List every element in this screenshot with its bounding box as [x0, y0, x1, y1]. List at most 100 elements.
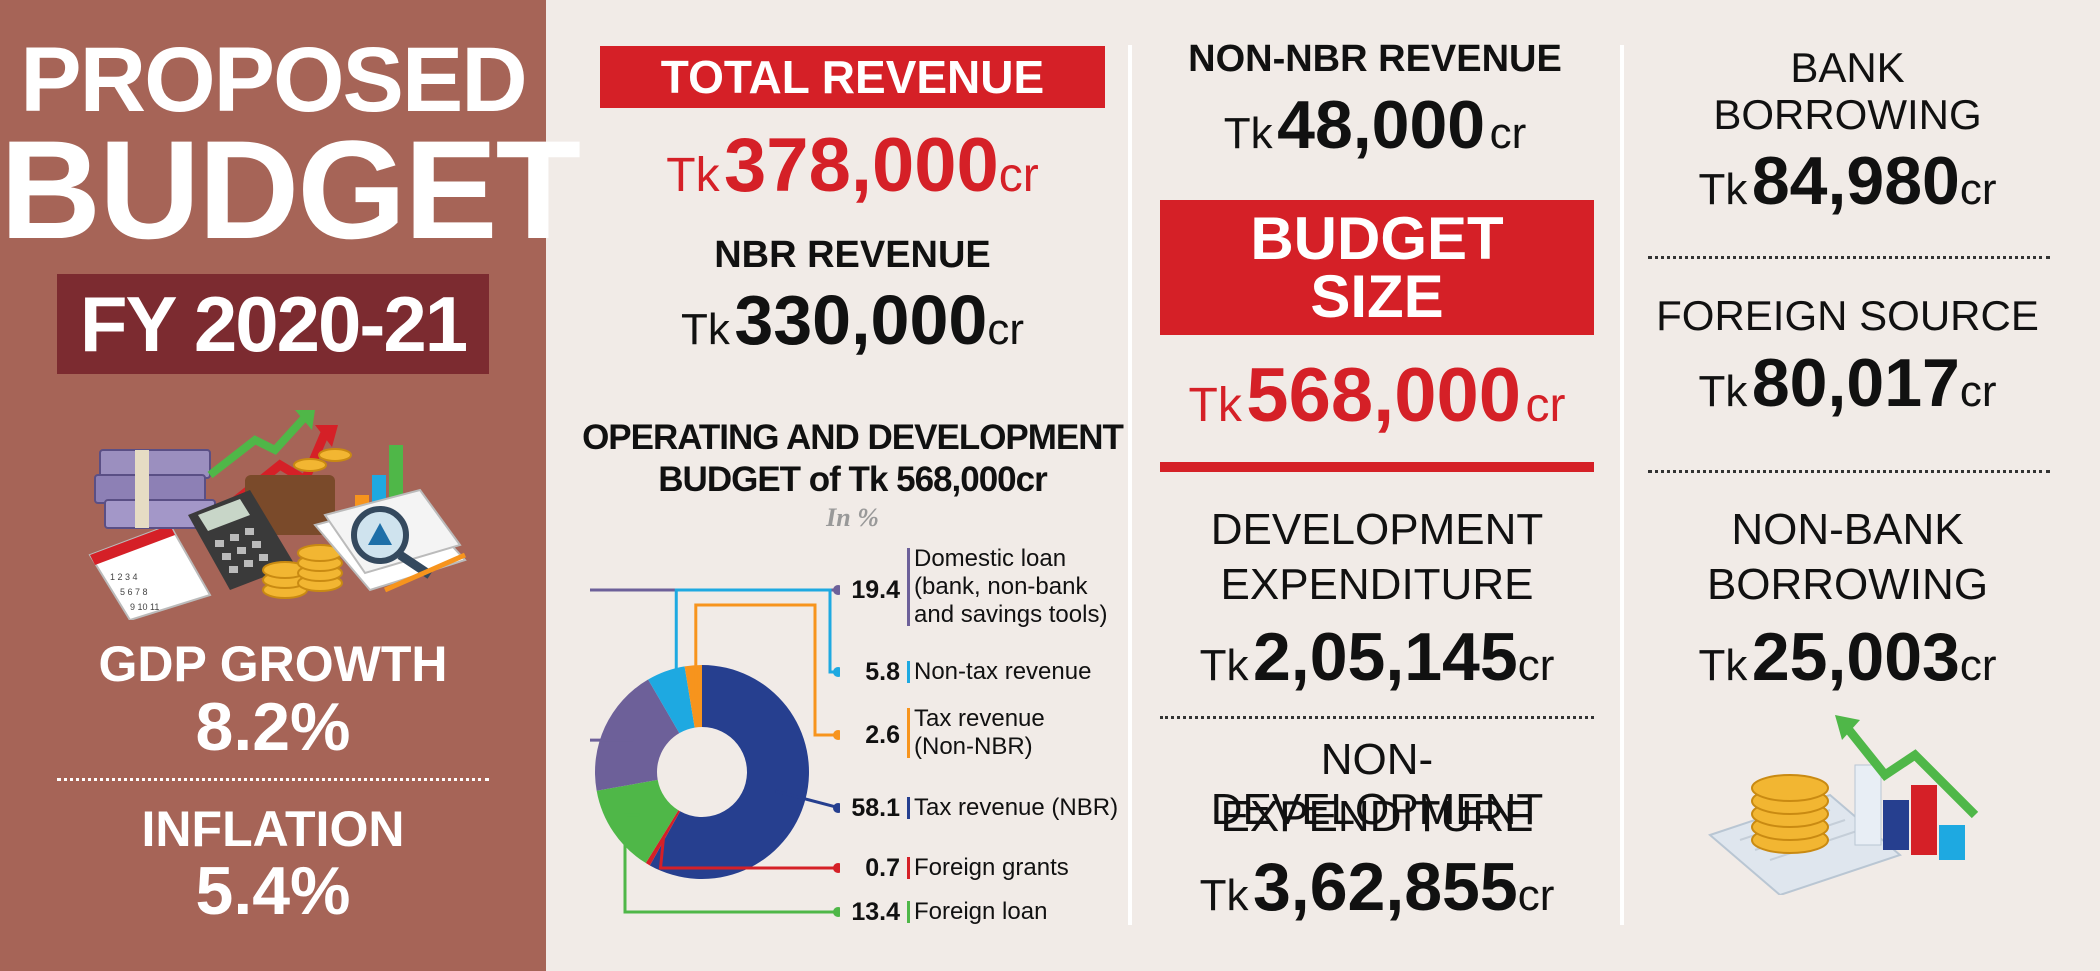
non-nbr-revenue-amount: Tk 48,000 cr [1160, 86, 1590, 164]
total-revenue-value: 378,000 [724, 123, 999, 208]
bank-borrowing-amount: Tk 84,980cr [1645, 142, 2050, 220]
legend-value: 0.7 [865, 854, 900, 882]
nbr-revenue-prefix: Tk [680, 305, 730, 354]
gdp-growth-value: 8.2% [195, 689, 351, 765]
column-divider [1620, 45, 1624, 925]
budget-size-amount: Tk 568,000 cr [1160, 352, 1594, 439]
legend-connector [694, 603, 840, 737]
coins-bar-chart-growth-icon [1708, 715, 1979, 895]
development-value: 2,05,145 [1252, 619, 1518, 695]
non-development-amount: Tk 3,62,855cr [1160, 848, 1594, 926]
foreign-source-value: 80,017 [1751, 345, 1960, 421]
svg-text:1 2 3 4: 1 2 3 4 [110, 572, 138, 582]
foreign-source-label: FOREIGN SOURCE [1656, 292, 2039, 339]
non-development-prefix: Tk [1199, 871, 1249, 920]
non-development-label-2: EXPENDITURE [1220, 792, 1534, 841]
bank-borrowing-label-1: BANK [1790, 44, 1905, 91]
non-development-suffix: cr [1517, 871, 1555, 920]
development-label-2: EXPENDITURE [1220, 560, 1534, 609]
title-proposed: PROPOSED [20, 29, 527, 131]
non-bank-borrowing-suffix: cr [1959, 641, 1997, 690]
foreign-source-suffix: cr [1959, 367, 1997, 416]
legend-value: 19.4 [851, 576, 900, 604]
legend-color-bar [907, 797, 910, 819]
legend-dot [833, 585, 840, 595]
development-suffix: cr [1517, 641, 1555, 690]
total-revenue-amount: Tk 378,000cr [600, 122, 1105, 209]
legend-entry: Domestic loan (bank, non-bank and savings … [914, 545, 1107, 629]
legend-dot [833, 907, 840, 917]
non-bank-borrowing-amount: Tk 25,003cr [1645, 618, 2050, 696]
bank-borrowing-prefix: Tk [1698, 165, 1748, 214]
budget-size-prefix: Tk [1188, 379, 1242, 432]
legend-entry: Foreign grants [914, 854, 1069, 882]
budget-size-suffix: cr [1525, 379, 1566, 432]
legend-value: 5.8 [865, 658, 900, 686]
fiscal-year-badge: FY 2020-21 [57, 274, 489, 374]
chart-title-line2: BUDGET of Tk 568,000cr [658, 460, 1047, 499]
legend-label: and savings tools) [914, 601, 1108, 628]
non-nbr-revenue-label: NON-NBR REVENUE [1188, 38, 1562, 80]
svg-text:5 6 7 8: 5 6 7 8 [120, 587, 148, 597]
budget-size-header: BUDGET SIZE [1160, 200, 1594, 335]
non-nbr-revenue-value: 48,000 [1277, 87, 1486, 163]
svg-text:9 10 11: 9 10 11 [130, 602, 159, 612]
development-label-1: DEVELOPMENT [1210, 505, 1544, 554]
donut-slice [649, 665, 809, 879]
nbr-revenue-label: NBR REVENUE [714, 234, 991, 276]
budget-size-underline [1160, 462, 1594, 472]
legend-color-bar [907, 857, 910, 879]
legend-dot [833, 667, 840, 677]
legend-value: 58.1 [851, 794, 900, 822]
non-development-value: 3,62,855 [1252, 849, 1518, 925]
non-bank-borrowing-label-1: NON-BANK [1731, 505, 1964, 554]
left-panel: PROPOSED BUDGET FY 2020-21 1 2 3 4 5 6 7 … [0, 0, 581, 971]
legend-value: 2.6 [865, 721, 900, 749]
legend-entry: Non-tax revenue [914, 658, 1091, 686]
legend-entry: Foreign loan [914, 898, 1047, 926]
legend-dot [833, 730, 840, 740]
donut-slice [596, 779, 679, 864]
foreign-source-amount: Tk 80,017cr [1645, 344, 2050, 422]
budget-size-line2: SIZE [1310, 262, 1444, 330]
legend-color-bar [907, 661, 910, 683]
budget-size-line1: BUDGET [1250, 204, 1504, 272]
bank-borrowing-suffix: cr [1959, 165, 1997, 214]
budget-donut-chart [590, 585, 840, 917]
gdp-growth-label: GDP GROWTH [98, 636, 448, 692]
non-nbr-revenue-prefix: Tk [1223, 109, 1273, 158]
donut-slice [595, 679, 680, 791]
non-bank-borrowing-prefix: Tk [1698, 641, 1748, 690]
legend-label: Domestic loan [914, 545, 1067, 572]
inflation-value: 5.4% [195, 853, 351, 929]
development-prefix: Tk [1199, 641, 1249, 690]
total-revenue-suffix: cr [998, 149, 1039, 202]
non-development-label-1: NON-DEVELOPMENT [1210, 735, 1544, 834]
legend-value: 13.4 [851, 898, 900, 926]
financing-divider [1648, 256, 2050, 259]
chart-unit-label: In % [826, 503, 879, 532]
legend-label: (bank, non-bank [914, 573, 1088, 600]
legend-connector [775, 789, 840, 810]
donut-slice [648, 666, 695, 734]
non-bank-borrowing-label-2: BORROWING [1706, 560, 1989, 609]
legend-dot [833, 803, 840, 813]
legend-connector [658, 837, 840, 870]
legend-color-bar [907, 548, 910, 626]
budget-divider [1160, 716, 1594, 719]
legend-label: Tax revenue [914, 705, 1045, 732]
foreign-source-prefix: Tk [1698, 367, 1748, 416]
total-revenue-prefix: Tk [666, 149, 720, 202]
bank-borrowing-value: 84,980 [1751, 143, 1960, 219]
legend-label: Tax revenue (NBR) [914, 794, 1119, 821]
development-amount: Tk 2,05,145cr [1160, 618, 1594, 696]
legend-label: (Non-NBR) [914, 733, 1033, 760]
legend-dot [833, 863, 840, 873]
budget-size-value: 568,000 [1246, 353, 1522, 438]
money-calculator-chart-icon: 1 2 3 4 5 6 7 8 9 10 11 [88, 410, 467, 620]
legend-color-bar [907, 708, 910, 758]
column-divider [1128, 45, 1132, 925]
legend-label: Foreign loan [914, 898, 1048, 925]
nbr-revenue-value: 330,000 [734, 281, 988, 359]
